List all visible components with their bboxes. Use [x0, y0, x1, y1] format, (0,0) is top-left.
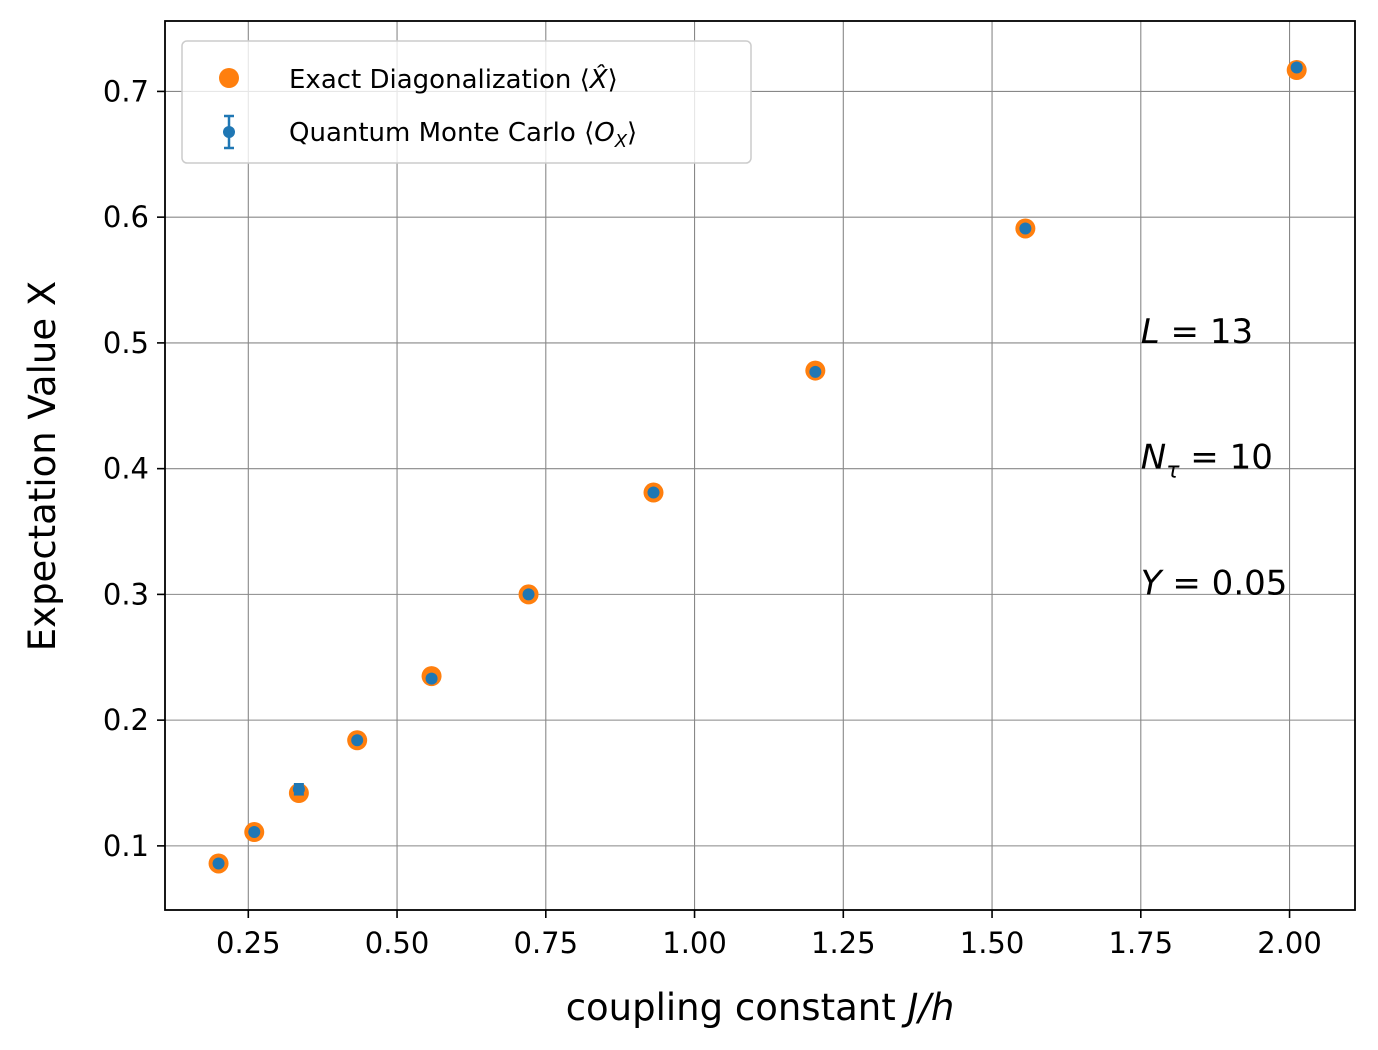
- legend: Exact Diagonalization ⟨X̂⟩ Quantum Monte…: [181, 40, 752, 164]
- legend-box: [181, 40, 752, 164]
- y-tick-label: 0.2: [103, 703, 149, 737]
- quantum-monte-carlo-point: [292, 783, 305, 796]
- quantum-monte-carlo-point: [248, 826, 261, 839]
- legend-marker-exact-diagonalization: [219, 68, 239, 88]
- x-tick-label: 2.00: [1257, 926, 1322, 960]
- grid: [165, 21, 1355, 910]
- quantum-monte-carlo-point: [351, 734, 364, 747]
- y-tick-label: 0.1: [103, 829, 149, 863]
- x-tick-label: 1.00: [662, 926, 727, 960]
- axis-ticks: 0.25 0.50 0.75 1.00 1.25 1.50 1.75 2.00 0.1 0.2 0.…: [103, 74, 1322, 960]
- parameter-annotation: Y = 0.05: [1141, 563, 1288, 603]
- quantum-monte-carlo-point: [212, 857, 225, 870]
- x-tick-label: 0.25: [216, 926, 281, 960]
- quantum-monte-carlo-point: [809, 365, 822, 378]
- legend-label-exact-diagonalization: Exact Diagonalization ⟨X̂⟩: [289, 63, 618, 95]
- data-marks: [208, 60, 1307, 874]
- x-tick-label: 1.25: [811, 926, 876, 960]
- x-tick-label: 1.50: [960, 926, 1025, 960]
- quantum-monte-carlo-point: [425, 672, 438, 685]
- legend-marker-quantum-monte-carlo: [223, 114, 235, 150]
- annotations: L = 13 Nτ = 10 Y = 0.05: [1141, 312, 1288, 603]
- y-tick-label: 0.6: [103, 200, 149, 234]
- y-tick-label: 0.3: [103, 577, 149, 611]
- x-tick-label: 0.75: [514, 926, 579, 960]
- x-axis-label: coupling constant J/h: [566, 986, 955, 1029]
- quantum-monte-carlo-point: [522, 588, 535, 601]
- x-tick-label: 1.75: [1109, 926, 1174, 960]
- parameter-annotation: L = 13: [1141, 312, 1253, 352]
- plot-frame: [164, 20, 1356, 911]
- x-tick-label: 0.50: [365, 926, 430, 960]
- y-axis-label: Expectation Value X: [21, 281, 64, 651]
- parameter-annotation: Nτ = 10: [1141, 438, 1273, 484]
- y-tick-label: 0.4: [103, 452, 149, 486]
- quantum-monte-carlo-point: [647, 486, 660, 499]
- quantum-monte-carlo-point: [1290, 61, 1303, 74]
- legend-label-quantum-monte-carlo: Quantum Monte Carlo ⟨OX⟩: [289, 118, 637, 152]
- y-tick-label: 0.5: [103, 326, 149, 360]
- y-tick-label: 0.7: [103, 74, 149, 108]
- quantum-monte-carlo-point: [1019, 222, 1032, 235]
